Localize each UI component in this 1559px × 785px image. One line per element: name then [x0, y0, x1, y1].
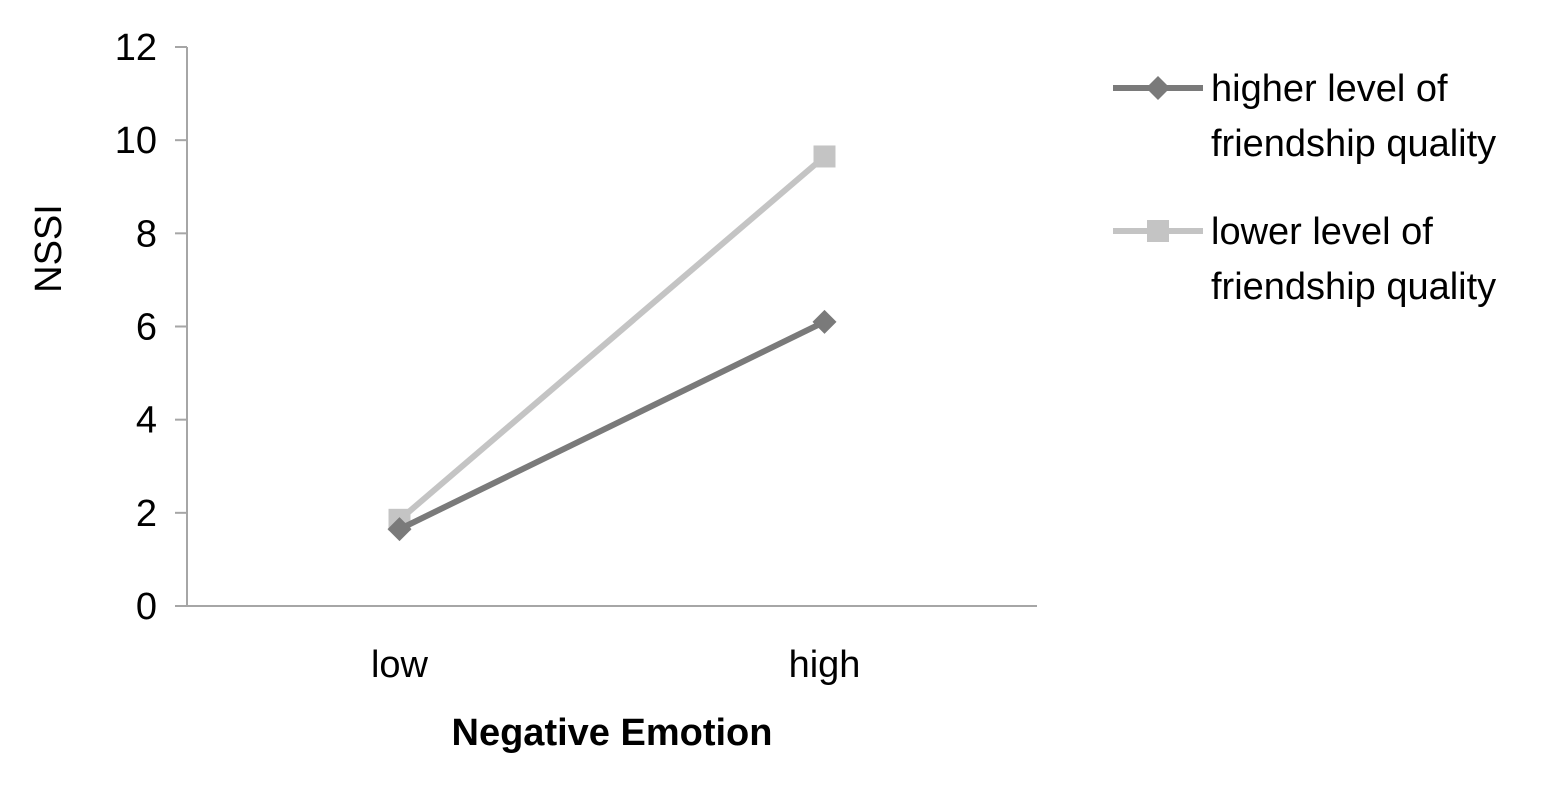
y-tick-label: 12: [115, 27, 157, 69]
y-ticks: 0 2 4 6 8 10 12: [115, 27, 187, 628]
axes: 0 2 4 6 8 10 12 low high: [115, 27, 1037, 686]
legend-marker: [1147, 220, 1169, 242]
data-point-marker: [812, 309, 837, 334]
y-tick-label: 8: [136, 213, 157, 255]
x-tick-label: low: [371, 644, 429, 686]
series-line: [397, 154, 827, 523]
data-point-marker: [387, 517, 412, 542]
x-axis-title: Negative Emotion: [452, 712, 773, 754]
series-layer: [387, 145, 837, 542]
y-tick-label: 4: [136, 400, 157, 442]
x-tick-label: high: [789, 644, 861, 686]
y-tick-label: 6: [136, 307, 157, 349]
series-2: [388, 145, 836, 531]
y-tick-label: 10: [115, 120, 157, 162]
y-tick-label: 2: [136, 493, 157, 535]
series-line: [398, 319, 826, 532]
y-axis-title: NSSI: [28, 204, 70, 293]
y-tick-label: 0: [136, 586, 157, 628]
x-ticks: low high: [371, 644, 860, 686]
legend-entry: lower level of friendship quality: [1113, 211, 1496, 308]
series-1: [387, 309, 837, 542]
legend-marker: [1146, 76, 1170, 100]
legend-entry: higher level of friendship quality: [1113, 68, 1496, 165]
legend: higher level of friendship quality lower l…: [1113, 68, 1496, 308]
data-point-marker: [813, 145, 836, 168]
legend-label: lower level of friendship quality: [1211, 211, 1496, 308]
legend-label: higher level of friendship quality: [1211, 68, 1496, 165]
